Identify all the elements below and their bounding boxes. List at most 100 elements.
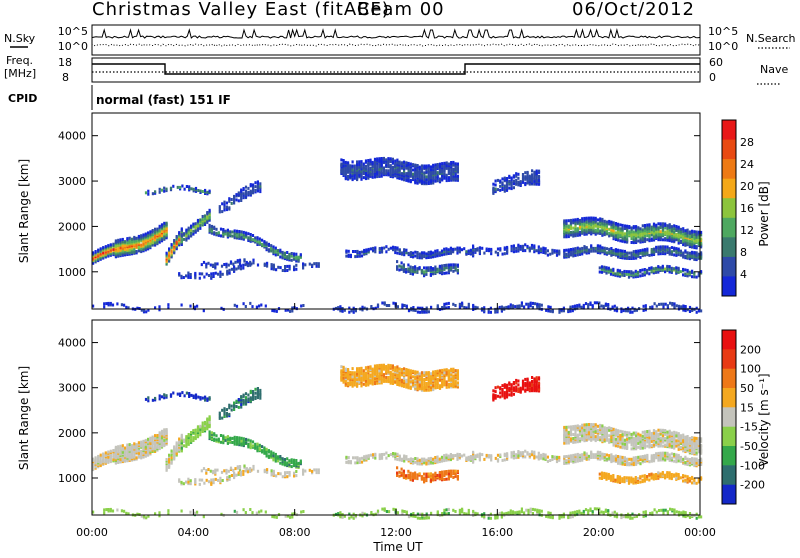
power-cell [669,237,671,240]
power-cell [622,250,624,253]
power-cell [195,187,197,190]
velocity-cell [352,371,354,374]
noise-tick-right-bottom: 10^0 [708,40,738,53]
power-cell [574,305,576,308]
velocity-cell [394,452,396,455]
power-cell [345,176,347,179]
power-cell [443,250,445,253]
power-cell [147,190,149,193]
velocity-cell [266,471,268,474]
power-cell [97,249,99,252]
power-cell [605,303,607,306]
velocity-cell [423,371,425,374]
power-cell [203,309,205,312]
velocity-cell [228,470,230,473]
power-cell [423,171,425,174]
power-cell [356,160,358,163]
velocity-cell [446,386,448,389]
power-cell [635,273,637,276]
power-cell [622,255,624,258]
velocity-cell [419,376,421,379]
velocity-cell [245,469,247,472]
power-cell [700,309,702,312]
power-cell [274,310,276,313]
velocity-cell [199,431,201,434]
power-cell [443,303,445,306]
velocity-cell [412,479,414,482]
velocity-cell [385,452,387,455]
power-cell [635,225,637,228]
power-cell [472,304,474,307]
power-cell [266,241,268,244]
power-cell [199,227,201,230]
power-cell [524,175,526,178]
power-cell [558,250,560,253]
velocity-cell [100,454,102,457]
power-cell [352,160,354,163]
velocity-cell [381,453,383,456]
power-cell [437,175,439,178]
power-cell [579,226,581,229]
velocity-cell [219,477,221,480]
power-cell [437,163,439,166]
power-cell [675,238,677,241]
power-cell [448,270,450,273]
power-cell [468,306,470,309]
velocity-cell [259,389,261,392]
velocity-cell [390,379,392,382]
power-cell [311,264,313,267]
power-cell [446,179,448,182]
velocity-cell [291,458,293,461]
power-cell [527,306,529,309]
power-cell [599,245,601,248]
velocity-cell [293,459,295,462]
power-cell [233,195,235,198]
velocity-cell [416,473,418,476]
velocity-cell [383,364,385,367]
power-cell [581,306,583,309]
power-cell [633,230,635,233]
power-cell [669,271,671,274]
velocity-cell [238,406,240,409]
velocity-cell [138,452,140,455]
velocity-cell [154,437,156,440]
power-cell [608,248,610,251]
power-cell [522,178,524,181]
power-cell [425,175,427,178]
power-cell [673,247,675,250]
power-cell [644,268,646,271]
power-cell [623,309,625,312]
velocity-cell [407,470,409,473]
velocity-cell [195,429,197,432]
power-cell [669,250,671,253]
power-cell [242,267,244,270]
power-cell [252,191,254,194]
power-cell [452,161,454,164]
power-cell [354,167,356,170]
power-cell [454,248,456,251]
velocity-cell [138,441,140,444]
power-cell [678,235,680,238]
velocity-cell [250,442,252,445]
power-cell [675,270,677,273]
power-cell [497,248,499,251]
velocity-cell [352,367,354,370]
power-cell [511,248,513,251]
velocity-cell [394,369,396,372]
power-cell [390,157,392,160]
power-cell [678,267,680,270]
power-cell [430,175,432,178]
power-cell [577,227,579,230]
velocity-cell [163,396,165,399]
power-cell [230,260,232,263]
power-cell [245,186,247,189]
power-cell [383,166,385,169]
power-cell [486,248,488,251]
power-cell [671,270,673,273]
velocity-cell [348,456,350,459]
velocity-cell [208,480,210,483]
power-cell [149,230,151,233]
power-cell [545,247,547,250]
power-cell [302,304,304,307]
velocity-cell [228,406,230,409]
